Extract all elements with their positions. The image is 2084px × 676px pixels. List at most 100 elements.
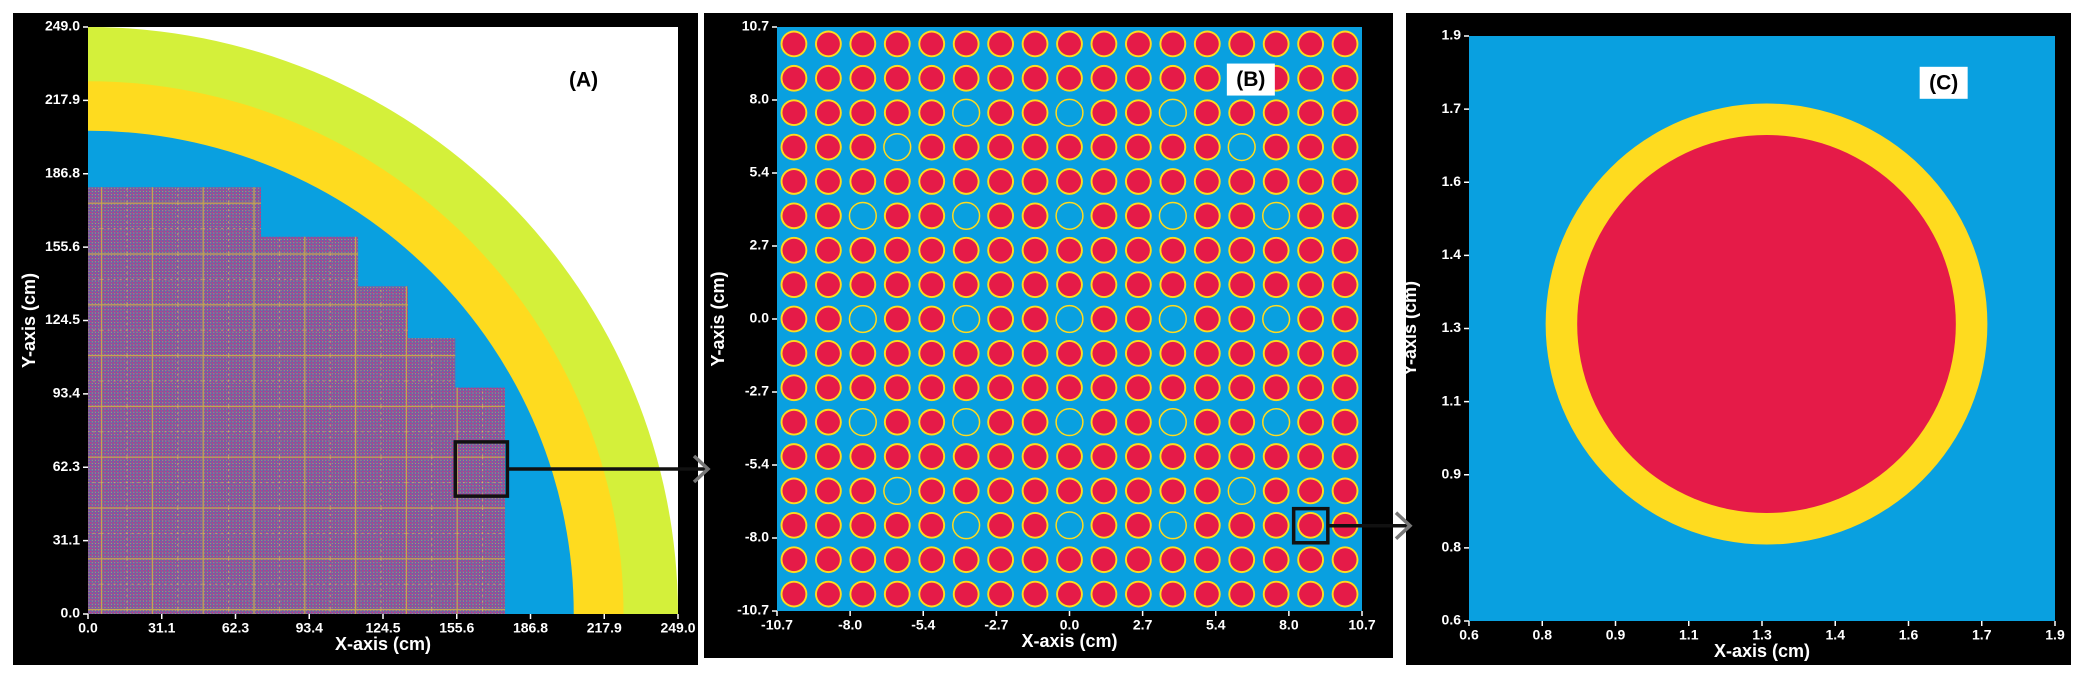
fuel: [1333, 32, 1357, 56]
fuel: [816, 307, 840, 331]
fuel: [1161, 66, 1185, 90]
fuel: [1299, 513, 1323, 537]
fuel: [1264, 376, 1288, 400]
fuel: [1333, 410, 1357, 434]
fuel: [1299, 204, 1323, 228]
y-tick-label: 62.3: [53, 458, 80, 474]
fuel: [920, 479, 944, 503]
fuel: [920, 238, 944, 262]
core-grid: [88, 187, 506, 614]
fuel: [782, 376, 806, 400]
fuel: [885, 376, 909, 400]
x-tick-label: 186.8: [513, 620, 548, 636]
fuel: [1264, 101, 1288, 125]
guide-tube: [1055, 201, 1084, 230]
guide-tube: [883, 132, 912, 162]
fuel: [989, 307, 1013, 331]
fuel: [816, 135, 840, 159]
fuel: [1092, 204, 1116, 228]
fuel: [954, 582, 978, 606]
guide-tube: [1055, 304, 1084, 334]
fuel: [989, 479, 1013, 503]
fuel: [1264, 238, 1288, 262]
y-tick-label: 155.6: [45, 238, 80, 254]
fuel: [1230, 376, 1254, 400]
fuel: [782, 548, 806, 572]
y-tick-label: 249.0: [45, 18, 80, 34]
fuel: [1058, 376, 1081, 400]
x-tick-label: 0.0: [1060, 617, 1080, 633]
fuel: [989, 32, 1013, 56]
y-tick-label: -2.7: [745, 383, 769, 399]
fuel: [782, 66, 806, 90]
fuel: [1333, 101, 1357, 125]
fuel: [989, 273, 1013, 297]
fuel: [1092, 513, 1116, 537]
fuel: [1023, 307, 1047, 331]
fuel: [1230, 169, 1254, 193]
fuel: [920, 32, 944, 56]
fuel: [885, 273, 909, 297]
y-tick-label: 10.7: [742, 18, 769, 34]
y-tick-label: 0.8: [1442, 539, 1462, 555]
fuel: [1092, 238, 1116, 262]
fuel: [816, 238, 840, 262]
panel-label: (C): [1929, 71, 1958, 94]
x-axis-title: X-axis (cm): [1021, 631, 1117, 651]
fuel: [1230, 204, 1254, 228]
fuel: [954, 341, 978, 365]
fuel: [782, 479, 806, 503]
fuel: [1058, 169, 1081, 193]
fuel: [1333, 307, 1357, 331]
fuel: [1264, 135, 1288, 159]
y-tick-label: 8.0: [750, 91, 770, 107]
y-tick-label: 1.4: [1442, 246, 1462, 262]
fuel: [920, 66, 944, 90]
y-tick-label: 186.8: [45, 164, 80, 180]
fuel: [1299, 169, 1323, 193]
fuel: [989, 66, 1013, 90]
fuel: [1023, 582, 1047, 606]
fuel: [816, 273, 840, 297]
y-axis-title: Y-axis (cm): [708, 271, 728, 366]
fuel: [989, 169, 1013, 193]
fuel: [954, 479, 978, 503]
fuel: [1092, 548, 1116, 572]
x-tick-label: 62.3: [222, 620, 249, 636]
fuel: [1161, 376, 1185, 400]
fuel: [851, 273, 875, 297]
fuel: [816, 410, 840, 434]
fuel: [989, 135, 1013, 159]
x-axis-title: X-axis (cm): [335, 634, 431, 654]
x-axis-title: X-axis (cm): [1714, 641, 1810, 661]
fuel: [1577, 135, 1956, 513]
guide-tube: [1055, 98, 1084, 127]
panel-label-box: [559, 63, 608, 96]
fuel: [782, 238, 806, 262]
fuel: [1299, 135, 1323, 159]
fuel: [920, 273, 944, 297]
zoom-arrow-head: [692, 454, 711, 484]
fuel: [782, 513, 806, 537]
fuel: [1333, 66, 1357, 90]
zoom-arrow-head: [1394, 511, 1413, 541]
fuel: [1195, 238, 1219, 262]
fuel: [1299, 376, 1323, 400]
guide-tube: [1227, 476, 1256, 506]
fuel: [1195, 341, 1219, 365]
fuel: [1023, 410, 1047, 434]
fuel: [1126, 204, 1150, 228]
fuel: [920, 204, 944, 228]
fuel: [1195, 273, 1219, 297]
guide-tube: [1055, 511, 1084, 540]
fuel: [1126, 582, 1150, 606]
fuel: [782, 169, 806, 193]
y-tick-label: -10.7: [737, 602, 769, 618]
fuel: [989, 548, 1013, 572]
y-tick-label: 0.0: [61, 605, 81, 621]
fuel: [1161, 341, 1185, 365]
x-tick-label: 0.9: [1606, 627, 1626, 643]
fuel: [1126, 513, 1150, 537]
guide-tube: [952, 98, 981, 127]
fuel: [1333, 273, 1357, 297]
